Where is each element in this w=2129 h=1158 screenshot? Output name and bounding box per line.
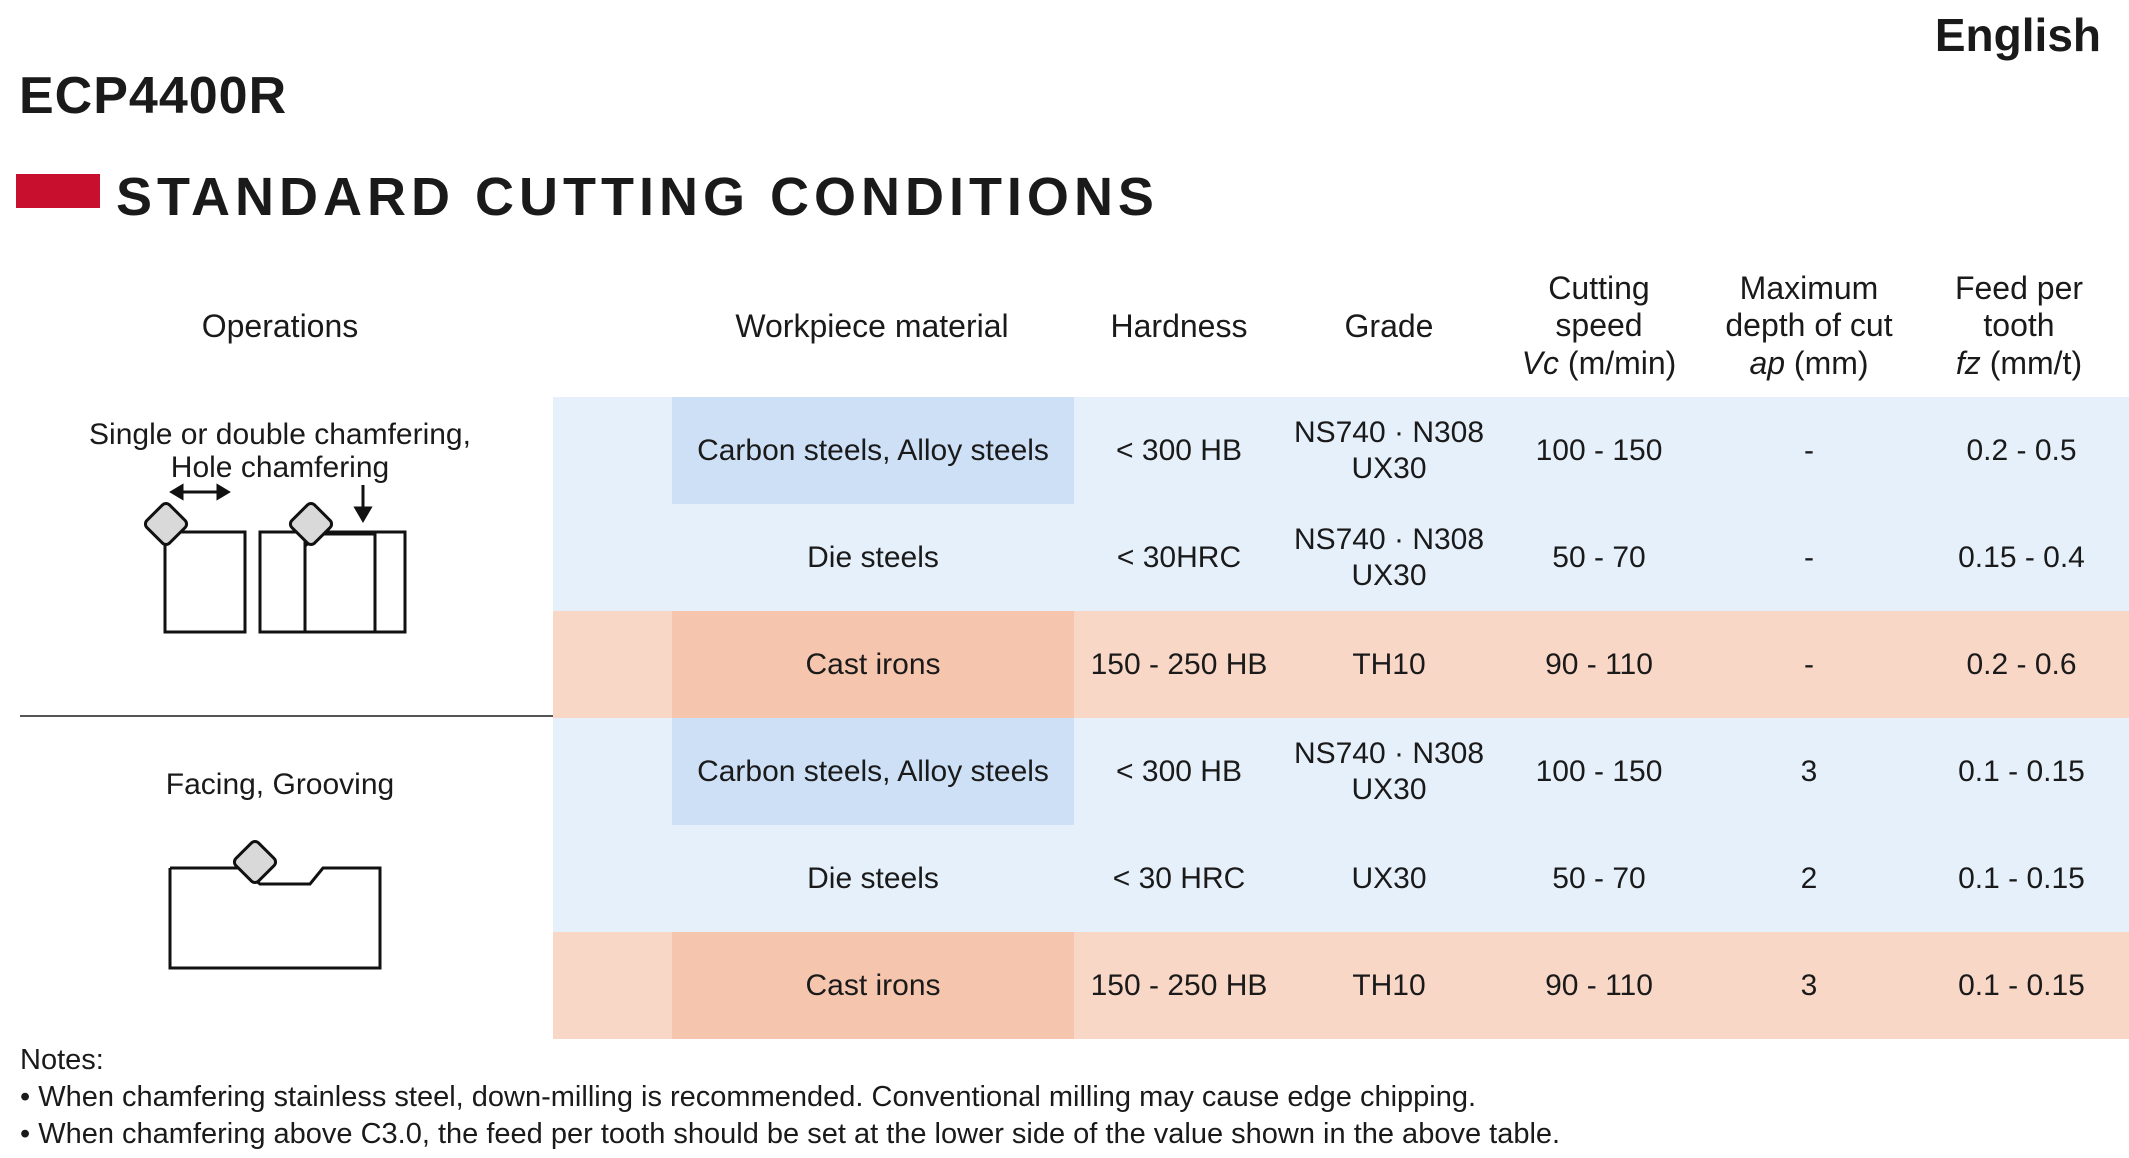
cell-grade: NS740 · N308 UX30 (1284, 397, 1494, 504)
header-speed-unit: (m/min) (1567, 344, 1677, 381)
operation-label-line1: Single or double chamfering, (89, 418, 471, 451)
grade-line2: UX30 (1351, 558, 1427, 592)
header-grade: Grade (1344, 308, 1434, 344)
cell-speed: 50 - 70 (1552, 540, 1646, 574)
note-item: • When chamfering stainless steel, down-… (20, 1081, 1477, 1113)
cell-feed: 0.15 - 0.4 (1958, 540, 2085, 574)
grade-line2: UX30 (1351, 772, 1427, 806)
model-name: ECP4400R (19, 67, 288, 125)
header-depth-unit-line: ap (mm) (1704, 345, 1914, 382)
cell-depth: - (1804, 540, 1814, 574)
chamfering-diagram (143, 483, 407, 634)
table-row: Carbon steels, Alloy steels < 300 HB NS7… (553, 718, 2129, 825)
table-row: Cast irons 150 - 250 HB TH10 90 - 110 3 … (553, 932, 2129, 1039)
cell-speed: 50 - 70 (1552, 861, 1646, 895)
grade-line1: NS740 · N308 (1293, 415, 1485, 449)
header-feed-unit-line: fz (mm/t) (1914, 345, 2124, 382)
cell-speed: 90 - 110 (1545, 647, 1653, 681)
operation-label-chamfering: Single or double chamfering, Hole chamfe… (40, 418, 520, 484)
header-feed-symbol: fz (1955, 344, 1981, 381)
cell-depth: - (1804, 433, 1814, 467)
grade-line2: UX30 (1351, 451, 1427, 485)
table-row: Cast irons 150 - 250 HB TH10 90 - 110 - … (553, 611, 2129, 718)
grooving-diagram (168, 839, 382, 970)
cell-depth: 3 (1800, 754, 1818, 788)
language-label[interactable]: English (1934, 9, 2101, 61)
cell-speed: 100 - 150 (1535, 433, 1663, 467)
header-feed-line2: tooth (1983, 307, 2055, 344)
header-cutting-speed: Cutting speed Vc (m/min) (1494, 270, 1704, 382)
table-row: Die steels < 30HRC NS740 · N308 UX30 50 … (553, 504, 2129, 611)
cell-speed: 100 - 150 (1535, 754, 1663, 788)
cell-material: Cast irons (672, 611, 1074, 718)
cell-feed: 0.2 - 0.5 (1966, 433, 2077, 467)
cell-depth: 3 (1800, 968, 1818, 1002)
header-feed-per-tooth: Feed per tooth fz (mm/t) (1914, 270, 2124, 382)
cell-grade: UX30 (1351, 861, 1427, 895)
cell-feed: 0.1 - 0.15 (1958, 754, 2085, 788)
cell-grade: TH10 (1352, 647, 1426, 681)
cell-grade: NS740 · N308 UX30 (1284, 504, 1494, 611)
grade-line1: NS740 · N308 (1293, 522, 1485, 556)
section-marker (16, 174, 100, 208)
cell-hardness: < 30 HRC (1112, 861, 1246, 895)
cell-grade: TH10 (1352, 968, 1426, 1002)
cell-hardness: < 30HRC (1116, 540, 1242, 574)
header-max-depth-of-cut: Maximum depth of cut ap (mm) (1704, 270, 1914, 382)
operation-label-facing-grooving: Facing, Grooving (40, 768, 520, 801)
cell-depth: - (1804, 647, 1814, 681)
cell-material: Die steels (672, 504, 1074, 611)
cell-feed: 0.1 - 0.15 (1958, 861, 2085, 895)
header-feed-unit: (mm/t) (1989, 344, 2083, 381)
section-title: STANDARD CUTTING CONDITIONS (116, 167, 1159, 227)
header-depth-unit: (mm) (1793, 344, 1869, 381)
note-item: • When chamfering above C3.0, the feed p… (20, 1118, 1561, 1150)
header-depth-line1: Maximum (1739, 270, 1879, 306)
header-cutting-speed-unit: Vc (m/min) (1494, 345, 1704, 382)
header-cutting-speed-line1: Cutting (1548, 270, 1650, 306)
cell-speed: 90 - 110 (1545, 968, 1653, 1002)
header-operations: Operations (201, 308, 359, 344)
header-workpiece-material: Workpiece material (735, 308, 1009, 344)
cell-material: Die steels (672, 825, 1074, 932)
notes: Notes: • When chamfering stainless steel… (20, 1042, 1560, 1153)
cell-grade: NS740 · N308 UX30 (1284, 718, 1494, 825)
header-depth-symbol: ap (1749, 344, 1786, 381)
cell-hardness: < 300 HB (1116, 754, 1242, 788)
header-feed-line1: Feed per (1954, 270, 2084, 306)
table-row: Carbon steels, Alloy steels < 300 HB NS7… (553, 397, 2129, 504)
cell-material: Cast irons (672, 932, 1074, 1039)
cell-hardness: 150 - 250 HB (1090, 968, 1268, 1002)
cell-depth: 2 (1800, 861, 1818, 895)
cell-feed: 0.1 - 0.15 (1958, 968, 2085, 1002)
cell-hardness: < 300 HB (1116, 433, 1242, 467)
grade-line1: NS740 · N308 (1293, 736, 1485, 770)
header-depth-line2: depth of cut (1725, 307, 1893, 344)
notes-title: Notes: (20, 1044, 104, 1076)
header-speed-symbol: Vc (1521, 344, 1560, 381)
operation-label-line2: Hole chamfering (170, 451, 390, 484)
cell-material: Carbon steels, Alloy steels (672, 718, 1074, 825)
header-cutting-speed-line2: speed (1555, 307, 1643, 344)
operation-label-line1: Facing, Grooving (165, 768, 395, 801)
cell-material: Carbon steels, Alloy steels (672, 397, 1074, 504)
header-hardness: Hardness (1110, 308, 1248, 344)
group-divider (20, 715, 553, 717)
cell-hardness: 150 - 250 HB (1090, 647, 1268, 681)
cell-feed: 0.2 - 0.6 (1966, 647, 2077, 681)
table-row: Die steels < 30 HRC UX30 50 - 70 2 0.1 -… (553, 825, 2129, 932)
